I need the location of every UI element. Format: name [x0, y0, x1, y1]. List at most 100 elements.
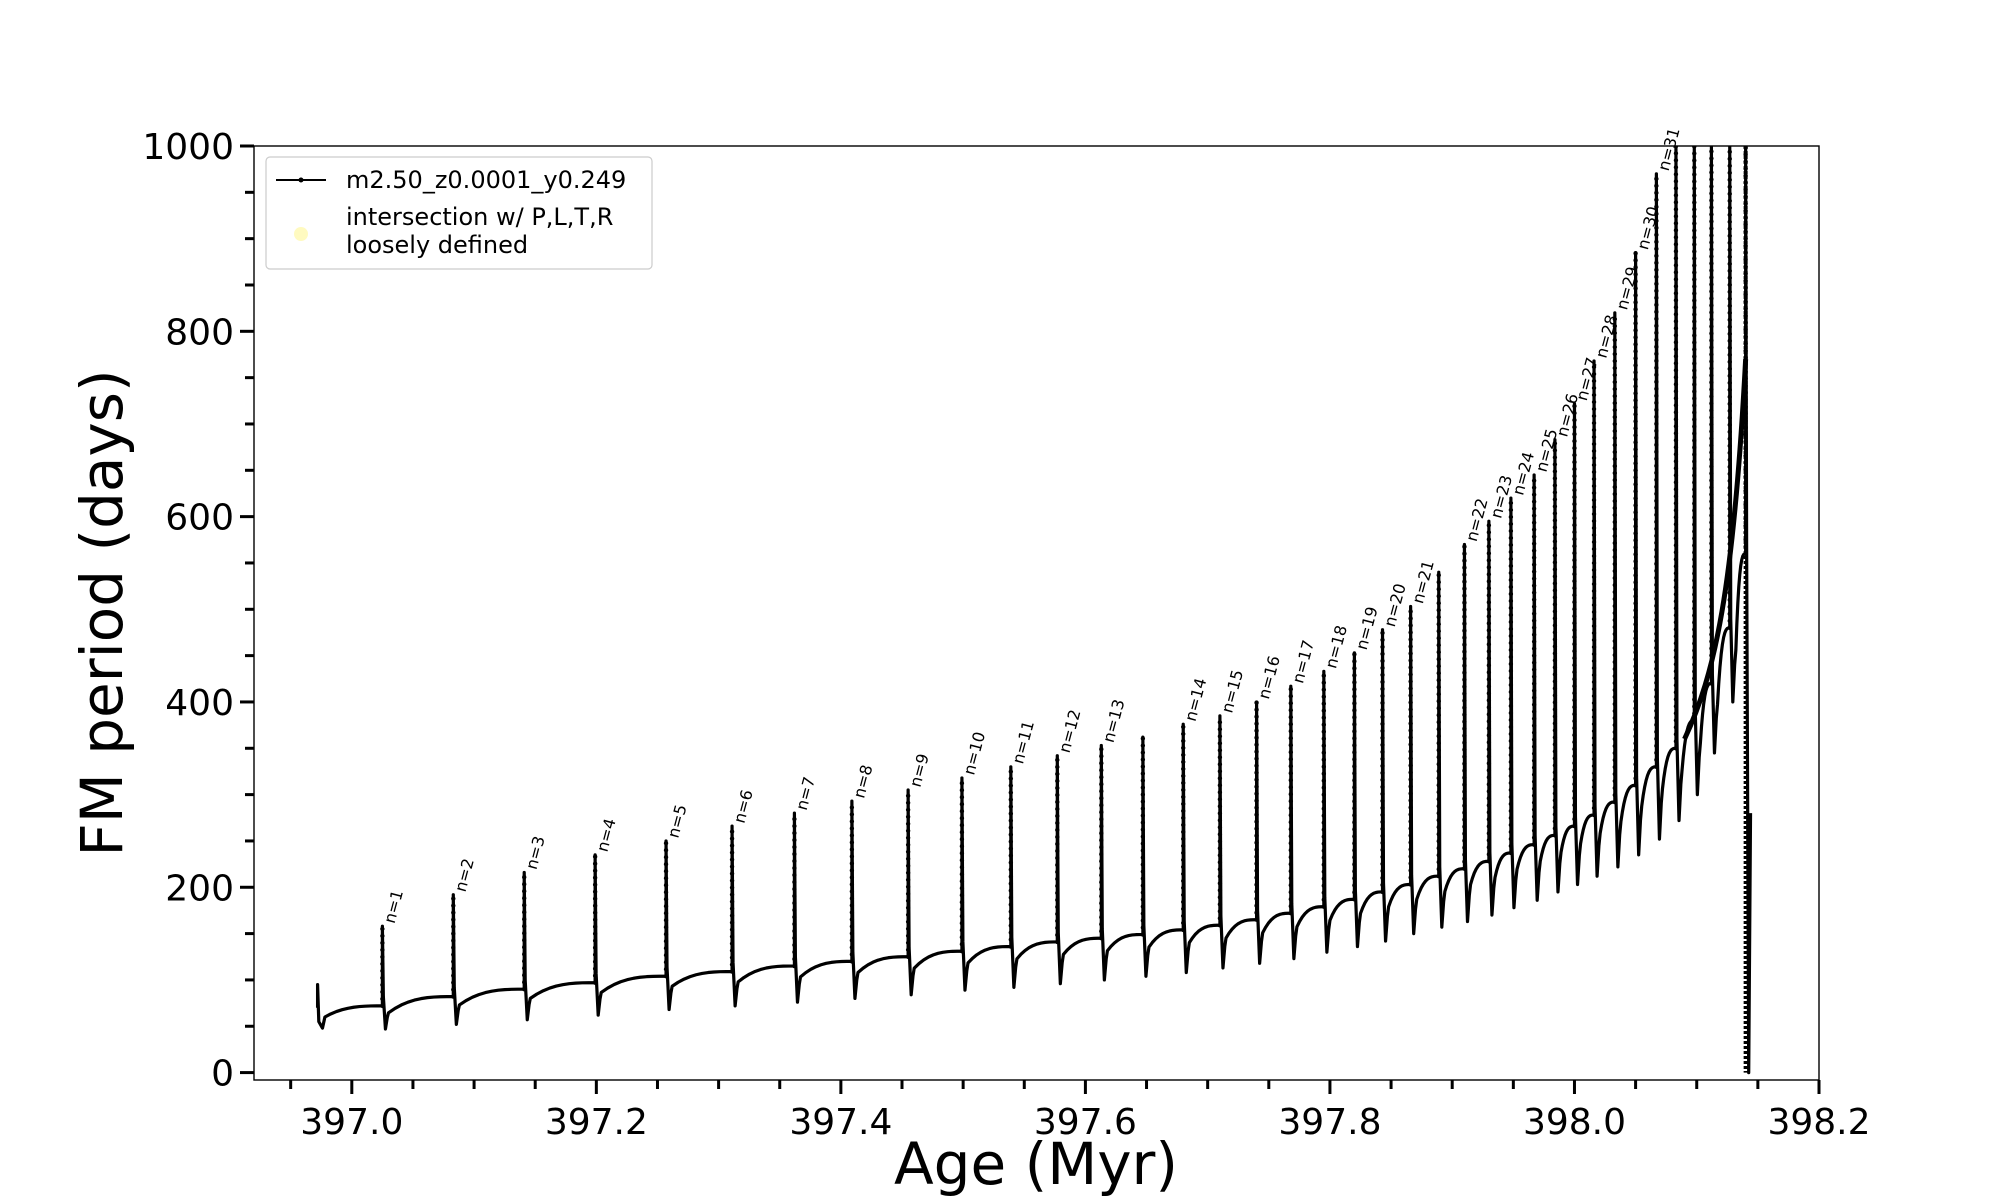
series-point	[1254, 847, 1259, 852]
series-point	[1408, 777, 1413, 782]
series-point	[1008, 769, 1014, 774]
series-point	[1673, 508, 1679, 513]
series-point	[1673, 662, 1679, 667]
series-point	[1612, 638, 1618, 644]
series-point	[729, 962, 735, 967]
series-point	[1572, 613, 1577, 619]
series-point	[1531, 751, 1537, 756]
series-point	[522, 909, 527, 915]
series-point	[1591, 476, 1597, 482]
series-point	[1462, 572, 1467, 577]
series-point	[1654, 421, 1659, 427]
x-axis: 397.0 397.2 397.4 397.6 397.8 398.0 398.2	[289, 1080, 1871, 1143]
series-point	[1673, 592, 1679, 597]
series-point	[1673, 515, 1679, 520]
series-point	[1436, 796, 1441, 802]
series-point	[1673, 501, 1679, 506]
series-point	[1408, 756, 1413, 761]
series-point	[451, 896, 456, 901]
series-point	[1288, 785, 1294, 790]
series-point	[1552, 525, 1558, 530]
series-point	[1692, 263, 1697, 268]
series-point	[1462, 740, 1467, 745]
series-point	[522, 930, 527, 936]
series-point	[1692, 683, 1697, 688]
series-point	[1692, 146, 1697, 149]
series-point	[1531, 506, 1537, 511]
series-point	[1612, 603, 1618, 609]
series-point	[1692, 291, 1697, 296]
series-point	[1288, 890, 1294, 895]
series-point	[1552, 637, 1558, 642]
series-point	[1633, 783, 1638, 788]
series-point	[1709, 380, 1714, 385]
series-point	[1321, 708, 1327, 713]
series-point	[1612, 351, 1618, 357]
series-point	[1612, 582, 1618, 588]
series-point	[1727, 359, 1732, 365]
series-point	[1673, 648, 1679, 653]
series-point	[1288, 827, 1294, 832]
series-point	[1055, 820, 1060, 826]
series-point	[451, 917, 456, 922]
series-point	[1140, 897, 1146, 902]
series-point	[1508, 577, 1514, 583]
series-point	[1552, 693, 1558, 698]
series-point	[1709, 548, 1714, 553]
series-point	[1709, 324, 1714, 329]
series-point	[1380, 847, 1385, 853]
series-point	[1531, 814, 1537, 819]
series-point	[1321, 771, 1327, 776]
series-point	[1612, 778, 1618, 784]
series-point	[1552, 560, 1558, 565]
series-point	[905, 856, 911, 861]
series-point	[1321, 897, 1327, 902]
series-point	[1531, 660, 1537, 665]
series-point	[959, 837, 965, 842]
series-point	[1531, 597, 1537, 602]
series-point	[1709, 457, 1714, 462]
series-point	[1408, 623, 1413, 628]
series-point	[1486, 831, 1492, 836]
series-point	[1572, 459, 1577, 465]
series-layer	[315, 146, 1753, 1075]
series-point	[1654, 484, 1659, 490]
series-point	[1591, 553, 1597, 559]
series-point	[1531, 793, 1537, 798]
series-point	[380, 926, 385, 932]
series-point	[1654, 176, 1659, 182]
series-point	[1612, 421, 1618, 427]
series-point	[1254, 812, 1259, 817]
series-point	[1321, 890, 1327, 895]
series-point	[1254, 777, 1259, 782]
series-point	[1486, 838, 1492, 843]
series-point	[1552, 567, 1558, 572]
series-point	[1692, 396, 1697, 401]
series-point	[1654, 442, 1659, 448]
series-point	[1352, 848, 1357, 853]
series-point	[1462, 789, 1467, 794]
series-point	[592, 896, 598, 901]
series-point	[1552, 588, 1558, 593]
series-point	[1743, 383, 1748, 388]
series-point	[1462, 691, 1467, 696]
series-point	[1654, 680, 1659, 686]
series-point	[1572, 697, 1577, 703]
series-point	[1552, 721, 1558, 726]
series-point	[1727, 562, 1732, 568]
series-point	[1743, 313, 1748, 318]
series-point	[1727, 149, 1732, 155]
series-point	[1352, 750, 1357, 755]
series-point	[959, 942, 965, 947]
series-point	[1572, 599, 1577, 605]
series-point	[1727, 534, 1732, 540]
series-point	[1692, 501, 1697, 506]
series-point	[380, 996, 385, 1002]
series-point	[1531, 590, 1537, 595]
series-point	[1743, 404, 1748, 409]
series-point	[1633, 447, 1638, 452]
series-point	[1462, 712, 1467, 717]
series-point	[849, 833, 855, 838]
series-point	[1486, 740, 1492, 745]
